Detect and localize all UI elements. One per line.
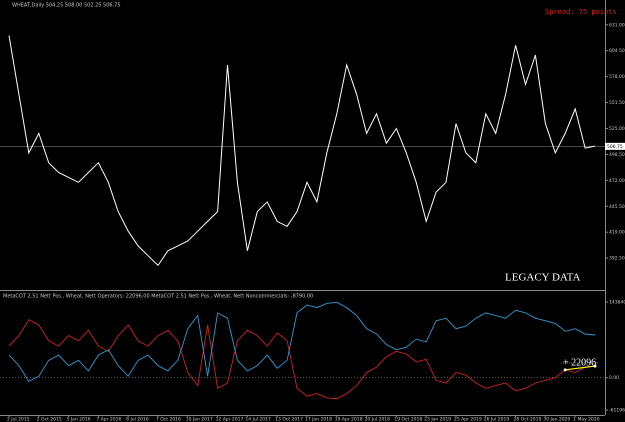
trend-point xyxy=(593,364,597,368)
x-tick-label: 5 Jan 2016 xyxy=(67,417,91,422)
y-tick-label: 498.50 xyxy=(609,152,625,158)
y-tick-label: -61196.0 xyxy=(609,408,625,414)
x-tick-label: 12 Apr 2017 xyxy=(216,417,244,422)
x-tick-label: 19 Oct 2018 xyxy=(394,417,422,422)
y-tick-label: 525.00 xyxy=(609,126,625,132)
indicator-title: MetaCOT 2.51 Nett Pos., Wheat, Nett Oper… xyxy=(3,294,313,300)
chart-title: WHEAT,Daily 504.25 508.00 502.25 506.75 xyxy=(12,3,121,9)
x-tick-label: 19 Apr 2018 xyxy=(335,417,363,422)
trend-point xyxy=(563,368,567,372)
x-tick-label: 30 Jan 2020 xyxy=(543,417,570,422)
current-price-label: 506.75 xyxy=(607,144,623,150)
x-tick-label: 1 May 2020 xyxy=(573,417,600,422)
x-tick-label: 7 Apr 2016 xyxy=(96,417,121,422)
y-tick-label: 392.50 xyxy=(609,256,625,262)
x-tick-label: 23 Jan 2019 xyxy=(424,417,451,422)
y-tick-label: 445.50 xyxy=(609,204,625,210)
y-tick-label: 604.50 xyxy=(609,48,625,54)
series-line xyxy=(8,301,596,382)
x-tick-label: 14 Jul 2017 xyxy=(245,417,271,422)
y-tick-label: 551.50 xyxy=(609,100,625,106)
x-tick-label: 25 Apr 2019 xyxy=(454,417,482,422)
trend-line xyxy=(565,365,596,371)
y-tick-label: 472.00 xyxy=(609,178,625,184)
y-tick-label: 631.00 xyxy=(609,22,625,28)
spread: Spread: 75 points xyxy=(545,8,617,16)
x-tick-label: 8 Jul 2016 xyxy=(126,417,149,422)
x-tick-label: 2 Jul 2015 xyxy=(7,417,30,422)
x-tick-label: 13 Oct 2017 xyxy=(275,417,303,422)
x-tick-label: 7 Oct 2016 xyxy=(156,417,181,422)
x-tick-label: 10 Jan 2017 xyxy=(186,417,213,422)
series-line xyxy=(8,35,596,267)
x-tick-label: 26 Jul 2019 xyxy=(484,417,510,422)
y-tick-label: 143640.0 xyxy=(609,300,625,306)
x-tick-label: 20 Jul 2018 xyxy=(365,417,391,422)
watermark: LEGACY DATA xyxy=(505,272,580,284)
y-tick-label: 0.00 xyxy=(609,375,619,381)
x-tick-label: 17 Jan 2018 xyxy=(305,417,332,422)
x-tick-label: 2 Oct 2015 xyxy=(37,417,62,422)
current-price-tag xyxy=(605,142,625,150)
y-tick-label: 419.00 xyxy=(609,230,625,236)
y-tick-label: 578.00 xyxy=(609,74,625,80)
x-tick-label: 28 Oct 2019 xyxy=(514,417,542,422)
